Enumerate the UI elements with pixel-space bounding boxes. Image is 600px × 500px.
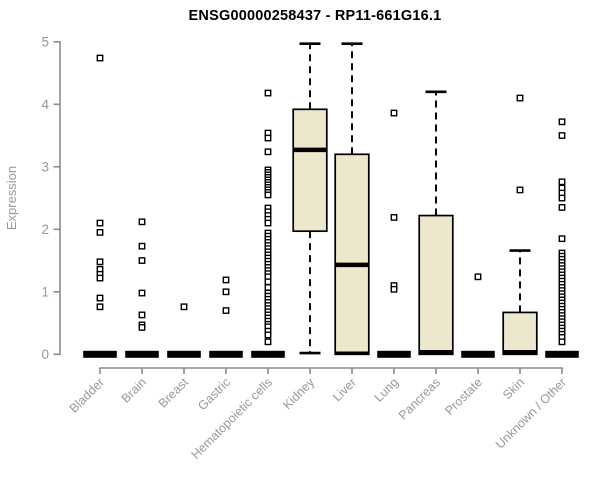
x-category-label: Skin [500,375,527,402]
box-kidney [292,108,328,233]
outlier-point-unknown-other [558,132,566,139]
outlier-point-bladder [96,303,104,311]
outlier-point-hematopoietic-cells [264,89,272,97]
x-category-label: Brain [119,375,150,406]
outlier-point-brain [138,242,146,250]
outlier-point-brain [138,311,146,319]
outlier-point-prostate [474,273,482,281]
x-category-label: Kidney [280,375,317,412]
outlier-point-unknown-other [558,178,566,186]
flat-box-hematopoietic-cells [251,350,285,358]
box-pancreas [418,214,454,356]
outlier-point-bladder [96,274,104,282]
outlier-point-bladder [96,54,104,62]
outlier-point-hematopoietic-cells [264,148,272,156]
x-category-label: Gastric [195,375,233,413]
y-tick-label: 1 [41,284,49,299]
y-tick-label: 3 [41,159,49,174]
y-tick-label: 0 [41,347,49,362]
x-category-label: Unknown / Other [493,375,569,451]
outlier-point-unknown-other [558,194,566,202]
outlier-point-gastric [222,307,230,314]
y-tick-label: 4 [41,97,49,112]
x-category-label: Bladder [67,375,107,415]
outlier-point-skin [516,186,524,194]
x-category-label: Hematopoietic cells [189,375,276,462]
x-category-label: Liver [330,375,359,404]
flat-box-bladder [83,350,117,358]
outlier-point-hematopoietic-cells [264,134,272,142]
y-tick-label: 5 [41,34,49,49]
box-liver [334,153,370,356]
x-category-label: Pancreas [396,375,443,422]
outlier-point-hematopoietic-cells [264,191,272,199]
outlier-point-unknown-other [558,338,566,346]
outlier-point-unknown-other [558,235,566,243]
outlier-point-breast [180,303,188,311]
flat-box-gastric [209,350,243,358]
y-axis-title: Expression [4,166,19,230]
outlier-point-lung [390,214,398,221]
flat-box-brain [125,350,159,358]
box-skin [502,311,538,356]
outlier-point-brain [138,257,146,264]
outlier-point-unknown-other [558,204,566,211]
outlier-point-bladder [96,258,104,266]
outlier-point-bladder [96,219,104,227]
outlier-point-hematopoietic-cells [264,331,272,339]
outlier-point-brain [138,218,146,226]
flat-box-prostate [461,350,495,358]
outlier-point-lung [390,285,398,293]
outlier-point-unknown-other [558,118,566,126]
outlier-point-bladder [96,294,104,302]
chart-title: ENSG00000258437 - RP11-661G16.1 [188,8,442,24]
flat-box-breast [167,350,201,358]
x-category-label: Lung [372,375,402,405]
flat-box-unknown-other [545,350,579,358]
outlier-point-hematopoietic-cells [264,278,272,286]
x-category-label: Breast [156,375,192,411]
outlier-point-brain [138,324,146,331]
outlier-point-bladder [96,229,104,236]
outlier-point-gastric [222,276,230,284]
y-tick-label: 2 [41,222,49,237]
outlier-point-hematopoietic-cells [264,338,272,346]
flat-box-lung [377,350,411,358]
outlier-point-lung [390,109,398,117]
outlier-point-brain [138,289,146,297]
outlier-point-gastric [222,288,230,296]
x-category-label: Prostate [442,375,485,418]
outlier-point-hematopoietic-cells [264,284,272,291]
outlier-point-hematopoietic-cells [264,219,272,227]
outlier-point-skin [516,94,524,102]
